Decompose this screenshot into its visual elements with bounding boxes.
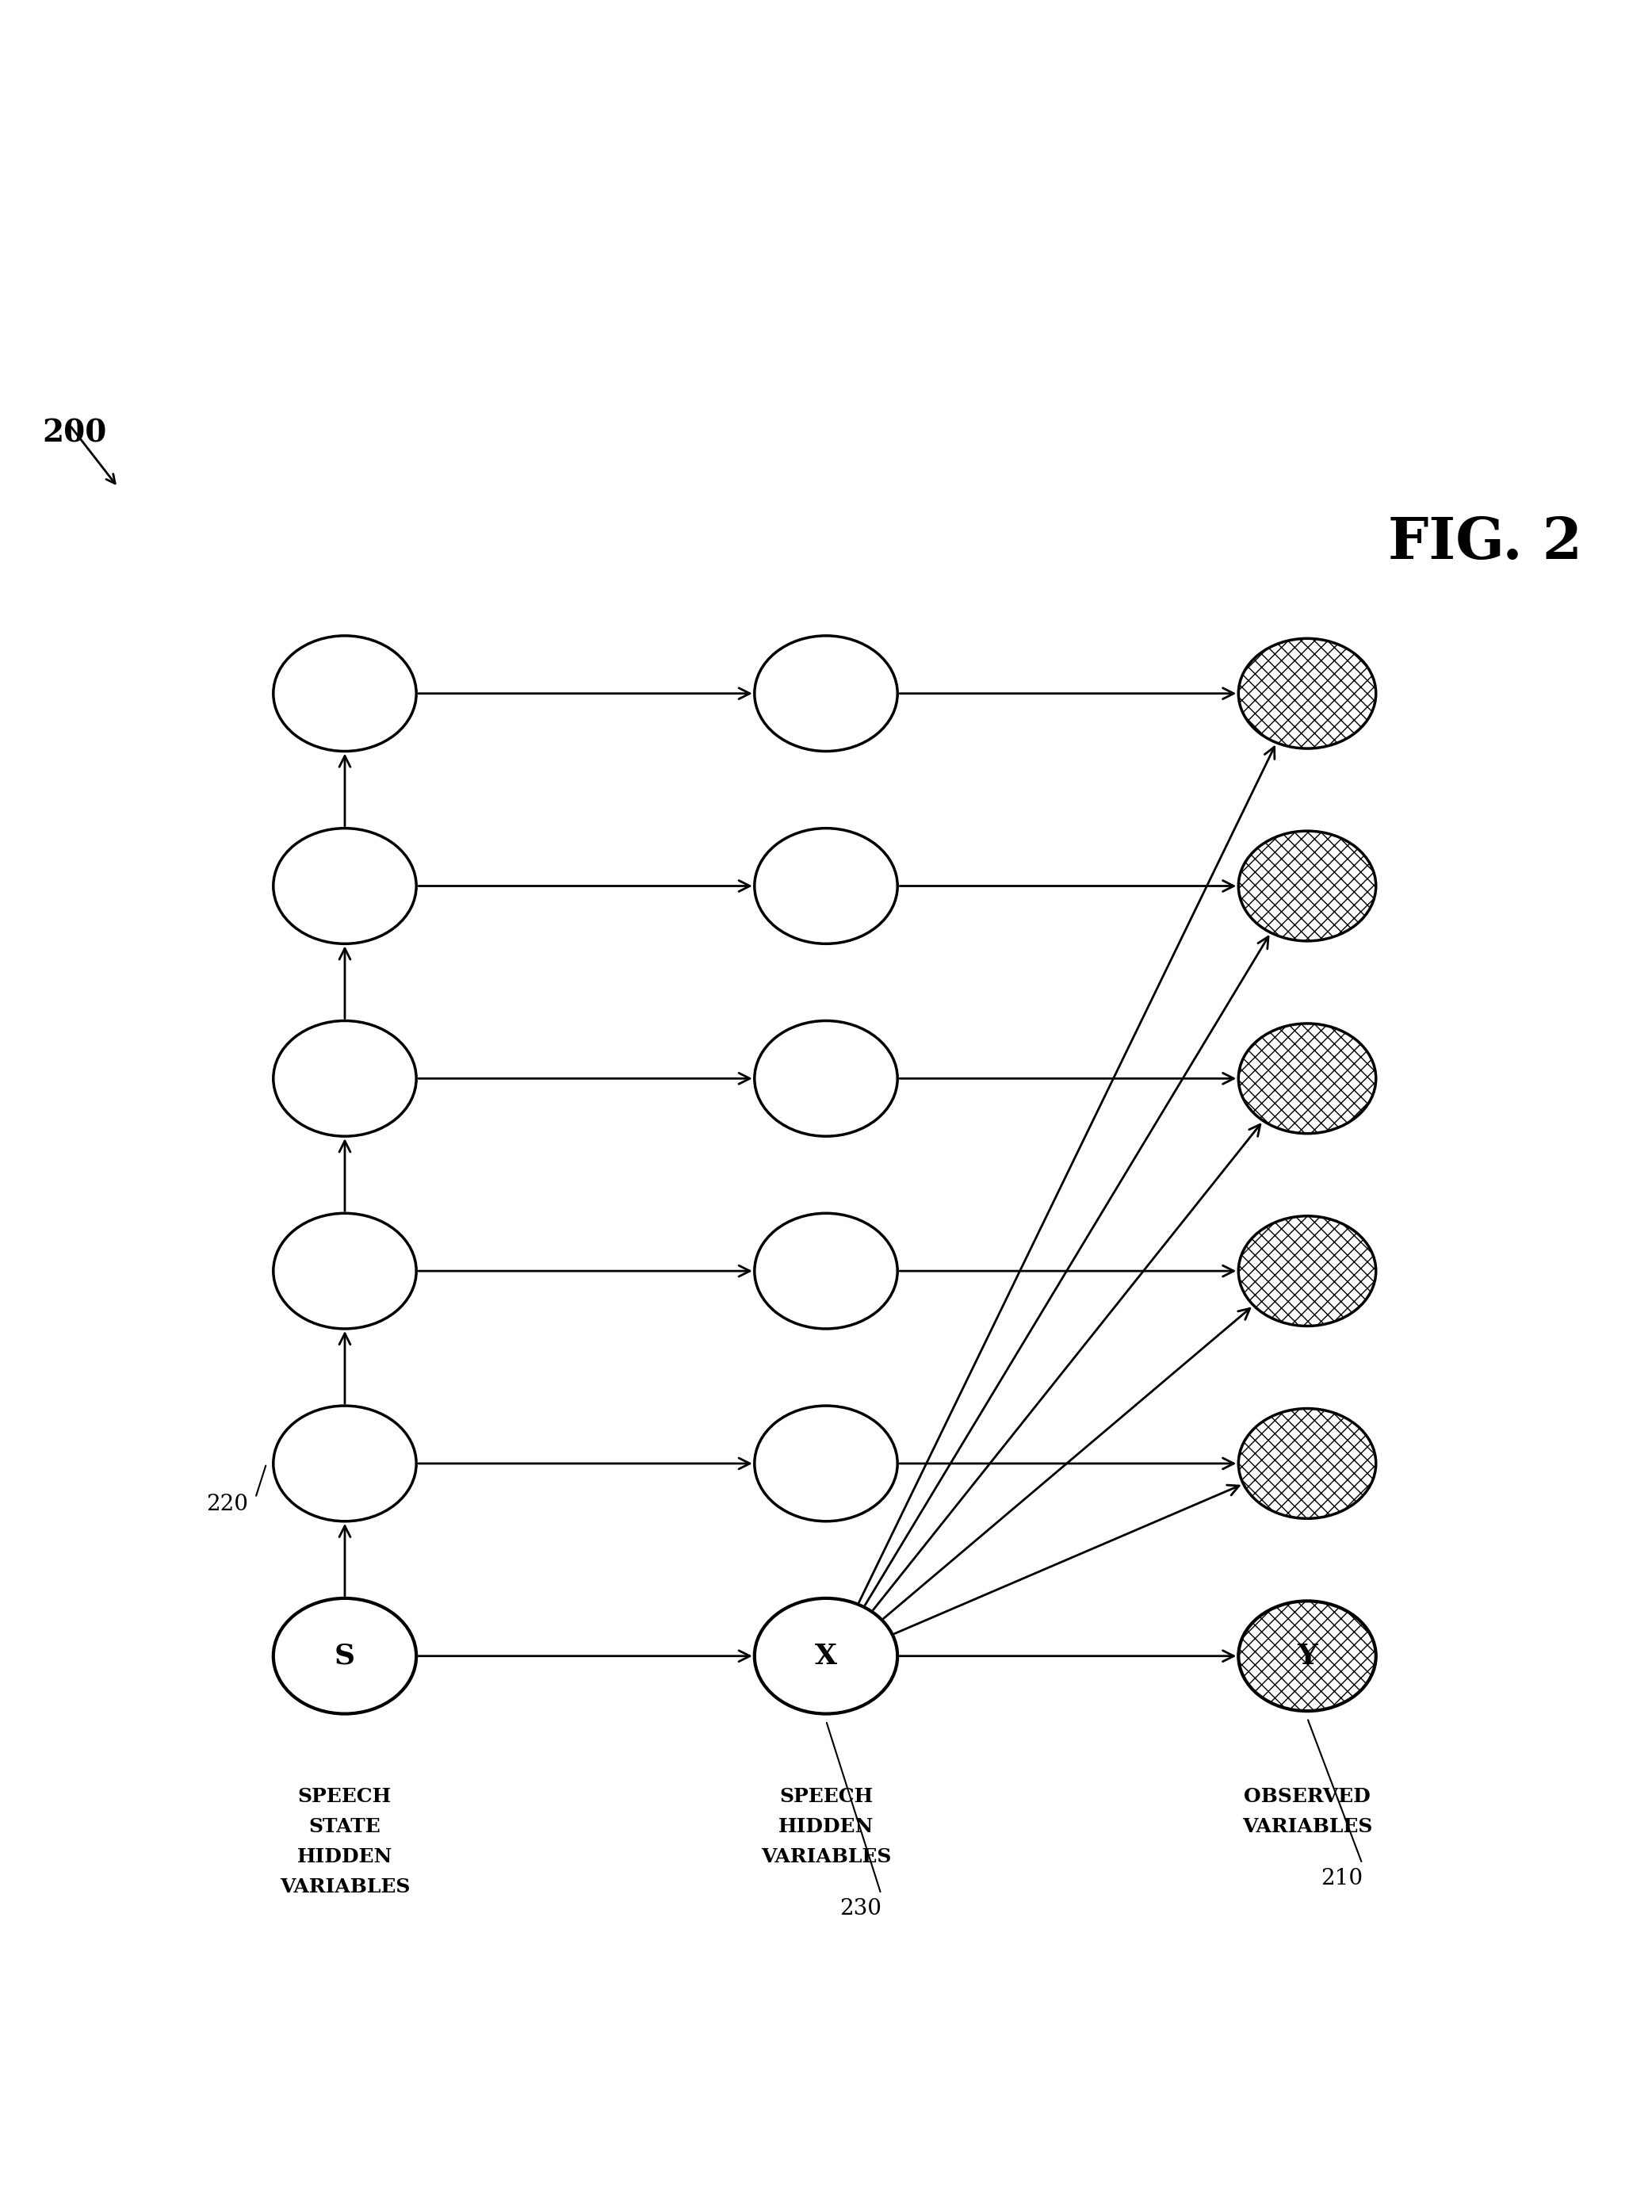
Ellipse shape	[755, 1407, 897, 1522]
Text: HIDDEN: HIDDEN	[778, 1816, 874, 1836]
Ellipse shape	[1239, 1217, 1376, 1325]
Ellipse shape	[755, 1599, 897, 1714]
Text: HIDDEN: HIDDEN	[297, 1847, 393, 1867]
Ellipse shape	[1239, 1409, 1376, 1517]
Text: STATE: STATE	[309, 1816, 380, 1836]
Ellipse shape	[273, 1020, 416, 1137]
Ellipse shape	[273, 1599, 416, 1714]
Ellipse shape	[755, 827, 897, 945]
Ellipse shape	[1239, 639, 1376, 748]
Text: 220: 220	[206, 1493, 248, 1515]
Ellipse shape	[273, 635, 416, 752]
Text: FIG. 2: FIG. 2	[1388, 515, 1583, 571]
Text: S: S	[334, 1644, 355, 1670]
Text: Y: Y	[1297, 1644, 1317, 1670]
Text: SPEECH: SPEECH	[297, 1787, 392, 1805]
Text: 230: 230	[839, 1898, 882, 1920]
Ellipse shape	[1239, 1024, 1376, 1133]
Text: VARIABLES: VARIABLES	[1242, 1816, 1373, 1836]
Text: VARIABLES: VARIABLES	[279, 1878, 410, 1896]
Ellipse shape	[755, 1212, 897, 1329]
Ellipse shape	[273, 1212, 416, 1329]
Text: VARIABLES: VARIABLES	[762, 1847, 890, 1867]
Text: 210: 210	[1322, 1867, 1363, 1889]
Ellipse shape	[755, 1020, 897, 1137]
Text: OBSERVED: OBSERVED	[1244, 1787, 1371, 1805]
Ellipse shape	[273, 827, 416, 945]
Text: SPEECH: SPEECH	[780, 1787, 872, 1805]
Text: 200: 200	[43, 418, 107, 449]
Ellipse shape	[273, 1407, 416, 1522]
Ellipse shape	[1239, 832, 1376, 940]
Text: X: X	[814, 1644, 838, 1670]
Ellipse shape	[755, 635, 897, 752]
Ellipse shape	[1239, 1601, 1376, 1712]
